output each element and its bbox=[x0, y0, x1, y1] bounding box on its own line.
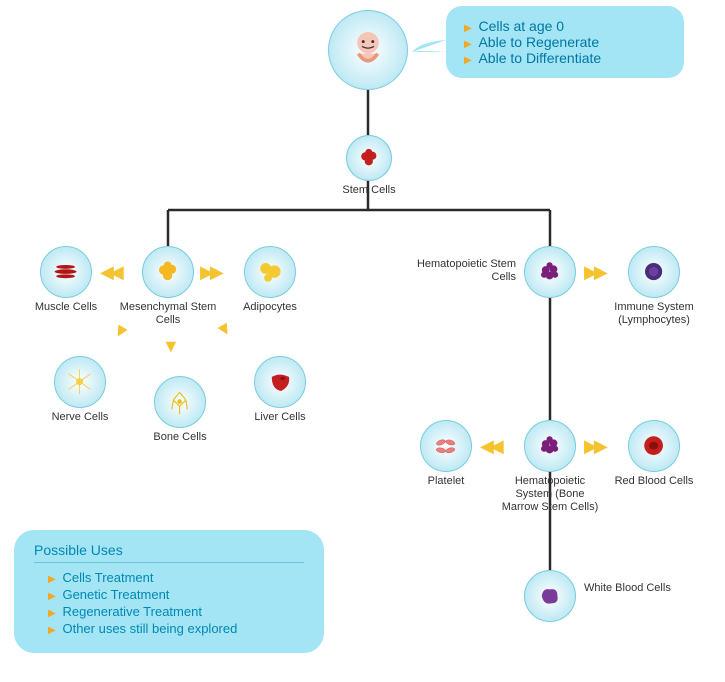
callout-item: Able to Regenerate bbox=[464, 34, 666, 50]
yellow-arrow: ◀◀ bbox=[100, 262, 120, 283]
label-wbc: White Blood Cells bbox=[584, 582, 674, 595]
node-platelet bbox=[420, 420, 472, 472]
node-liver bbox=[254, 356, 306, 408]
callout-item: Cells at age 0 bbox=[464, 18, 666, 34]
label-adipocytes: Adipocytes bbox=[220, 301, 320, 314]
label-stemCells: Stem Cells bbox=[319, 184, 419, 197]
possible-use-item: Other uses still being explored bbox=[48, 620, 304, 637]
node-rbc bbox=[628, 420, 680, 472]
label-hemaSystem: Hematopoietic System (Bone Marrow Stem C… bbox=[500, 475, 600, 515]
possible-use-item: Genetic Treatment bbox=[48, 586, 304, 603]
possible-use-item: Cells Treatment bbox=[48, 569, 304, 586]
node-wbc bbox=[524, 570, 576, 622]
node-mesenchymal bbox=[142, 246, 194, 298]
yellow-arrow: ▶▶ bbox=[584, 436, 604, 457]
label-liver: Liver Cells bbox=[230, 411, 330, 424]
yellow-arrow: ▶▶ bbox=[200, 262, 220, 283]
yellow-arrow: ▼ bbox=[212, 318, 234, 343]
node-hemaSystem bbox=[524, 420, 576, 472]
label-platelet: Platelet bbox=[396, 475, 496, 488]
label-bone: Bone Cells bbox=[130, 431, 230, 444]
node-baby bbox=[328, 10, 408, 90]
top-callout: Cells at age 0 Able to Regenerate Able t… bbox=[446, 6, 684, 78]
label-mesenchymal: Mesenchymal Stem Cells bbox=[118, 301, 218, 327]
callout-item: Able to Differentiate bbox=[464, 50, 666, 66]
node-immune bbox=[628, 246, 680, 298]
possible-uses-title: Possible Uses bbox=[34, 542, 304, 563]
label-hemaStem: Hematopoietic Stem Cells bbox=[416, 258, 516, 284]
possible-uses-box: Possible Uses Cells Treatment Genetic Tr… bbox=[14, 530, 324, 653]
label-rbc: Red Blood Cells bbox=[604, 475, 704, 488]
yellow-arrow: ▶▶ bbox=[584, 262, 604, 283]
label-immune: Immune System (Lymphocytes) bbox=[604, 301, 704, 327]
node-bone bbox=[154, 376, 206, 428]
possible-use-item: Regenerative Treatment bbox=[48, 603, 304, 620]
node-hemaStem bbox=[524, 246, 576, 298]
node-muscle bbox=[40, 246, 92, 298]
node-adipocytes bbox=[244, 246, 296, 298]
node-nerve bbox=[54, 356, 106, 408]
node-stemCells bbox=[346, 135, 392, 181]
label-muscle: Muscle Cells bbox=[16, 301, 116, 314]
yellow-arrow: ◀◀ bbox=[480, 436, 500, 457]
label-nerve: Nerve Cells bbox=[30, 411, 130, 424]
yellow-arrow: ▼ bbox=[162, 336, 176, 357]
